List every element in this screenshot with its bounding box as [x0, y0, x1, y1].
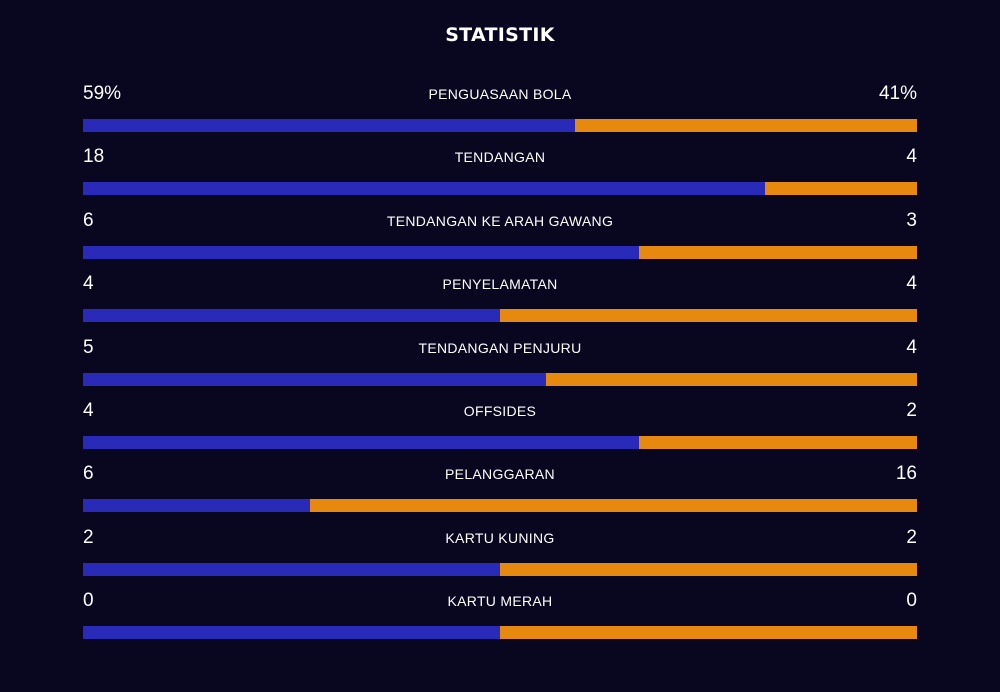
stat-label: TENDANGAN: [454, 149, 546, 166]
stat-bar: [83, 435, 917, 449]
away-value: 4: [906, 336, 917, 358]
home-value: 6: [83, 209, 94, 231]
stat-row: PENGUASAAN BOLA 59% 41%: [83, 80, 917, 143]
stat-label: PENYELAMATAN: [442, 276, 558, 293]
away-bar-segment: [765, 182, 917, 196]
stat-label: OFFSIDES: [463, 402, 537, 419]
home-bar-segment: [83, 309, 500, 323]
stat-label: TENDANGAN KE ARAH GAWANG: [386, 212, 614, 229]
stat-row: KARTU KUNING 2 2: [83, 524, 917, 587]
home-bar-segment: [83, 626, 500, 640]
home-bar-segment: [83, 499, 311, 513]
stat-bar: [83, 182, 917, 196]
stat-bar: [83, 309, 917, 323]
away-bar-segment: [639, 245, 917, 259]
stat-header: PELANGGARAN 6 16: [83, 460, 917, 488]
stat-row: PENYELAMATAN 4 4: [83, 270, 917, 333]
stat-header: PENYELAMATAN 4 4: [83, 270, 917, 298]
home-value: 0: [83, 590, 94, 612]
stat-row: TENDANGAN KE ARAH GAWANG 6 3: [83, 207, 917, 270]
page-title: STATISTIK: [445, 24, 555, 46]
stat-row: OFFSIDES 4 2: [83, 397, 917, 460]
stat-label: KARTU MERAH: [447, 593, 553, 610]
home-bar-segment: [83, 182, 766, 196]
stat-label: TENDANGAN PENJURU: [418, 339, 582, 356]
home-value: 5: [83, 336, 94, 358]
away-bar-segment: [500, 562, 917, 576]
home-bar-segment: [83, 119, 576, 132]
stat-label: PELANGGARAN: [445, 466, 555, 483]
stat-row: PELANGGARAN 6 16: [83, 460, 917, 523]
stat-row: TENDANGAN 18 4: [83, 143, 917, 206]
stat-header: KARTU MERAH 0 0: [83, 587, 917, 615]
home-value: 4: [83, 399, 94, 421]
stat-bar: [83, 562, 917, 576]
stat-header: TENDANGAN 18 4: [83, 143, 917, 171]
away-value: 0: [906, 590, 917, 612]
away-bar-segment: [575, 119, 917, 132]
away-value: 2: [906, 399, 917, 421]
away-bar-segment: [500, 626, 917, 640]
away-value: 16: [895, 463, 917, 485]
stat-bar: [83, 245, 917, 259]
home-bar-segment: [83, 562, 500, 576]
away-bar-segment: [310, 499, 917, 513]
stat-header: OFFSIDES 4 2: [83, 397, 917, 425]
stat-bar: [83, 119, 917, 132]
away-bar-segment: [639, 435, 917, 449]
away-bar-segment: [500, 309, 917, 323]
stat-bar: [83, 372, 917, 386]
stat-bar: [83, 626, 917, 640]
home-bar-segment: [83, 435, 639, 449]
away-value: 3: [906, 209, 917, 231]
home-value: 4: [83, 273, 94, 295]
stat-bar: [83, 499, 917, 513]
home-value: 6: [83, 463, 94, 485]
home-bar-segment: [83, 372, 547, 386]
stat-header: PENGUASAAN BOLA 59% 41%: [83, 80, 917, 108]
home-value: 18: [83, 146, 105, 168]
away-value: 2: [906, 526, 917, 548]
away-bar-segment: [546, 372, 917, 386]
stat-header: TENDANGAN KE ARAH GAWANG 6 3: [83, 207, 917, 235]
stat-label: PENGUASAAN BOLA: [428, 86, 572, 102]
stat-label: KARTU KUNING: [445, 529, 555, 546]
stat-header: KARTU KUNING 2 2: [83, 524, 917, 552]
stat-header: TENDANGAN PENJURU 5 4: [83, 334, 917, 362]
home-value: 59%: [83, 83, 122, 104]
stat-list: PENGUASAAN BOLA 59% 41% TENDANGAN 18 4 TENDANG…: [83, 80, 917, 651]
away-value: 4: [906, 273, 917, 295]
stat-row: KARTU MERAH 0 0: [83, 587, 917, 650]
home-bar-segment: [83, 245, 639, 259]
stat-row: TENDANGAN PENJURU 5 4: [83, 334, 917, 397]
home-value: 2: [83, 526, 94, 548]
away-value: 4: [906, 146, 917, 168]
away-value: 41%: [878, 83, 917, 104]
